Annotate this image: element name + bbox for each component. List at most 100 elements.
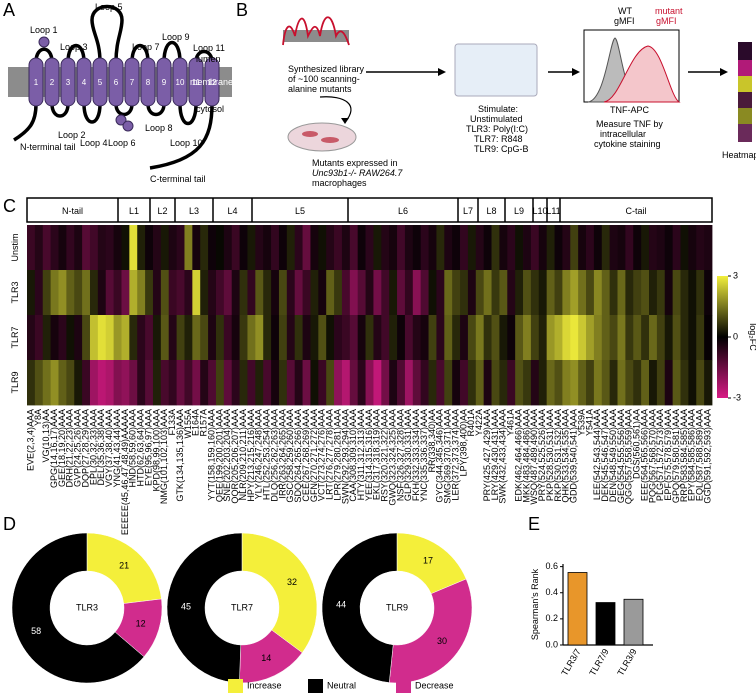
heatmap-cell (578, 360, 587, 406)
column-label: E164A (191, 409, 201, 436)
heatmap-cell (341, 315, 351, 361)
heatmap-cell (184, 270, 193, 316)
heatmap-cell (89, 360, 99, 406)
protein-icon (282, 16, 350, 46)
y-tick-label: 0.4 (545, 587, 558, 597)
heatmap-cell (641, 315, 650, 361)
mutant-histogram (603, 45, 681, 103)
heatmap-cell (475, 270, 485, 316)
heatmap-cell (412, 270, 422, 316)
heatmap-cell (436, 270, 445, 316)
heatmap-cell (113, 270, 122, 316)
wt-label: gMFI (614, 16, 635, 26)
heatmap-cell (208, 270, 217, 316)
heatmap-cell (50, 225, 59, 271)
heatmap-cell (97, 360, 107, 406)
heatmap-cell (152, 225, 162, 271)
heatmap-cell (452, 225, 461, 271)
loop-label: Loop 6 (108, 138, 136, 148)
column-label: PKP(528,530,531)AAA (545, 409, 555, 501)
region-label: L4 (227, 206, 237, 216)
helix-label: 11 (192, 78, 201, 87)
heatmap-cell (523, 270, 532, 316)
column-label: QGG(557,558,559)AAA (624, 409, 634, 504)
column-label: EKL(317,318,319)AAA (372, 409, 382, 500)
heatmap-cell (404, 315, 414, 361)
heatmap-cell (247, 360, 256, 406)
donut-slice (86, 532, 162, 604)
heatmap-icon (738, 108, 752, 124)
heatmap-cell (609, 360, 618, 406)
heatmap-cell (499, 270, 508, 316)
heatmap-cell (397, 360, 406, 406)
legend-swatch (396, 679, 411, 693)
heatmap-cell (231, 225, 240, 271)
donut-slice (166, 532, 243, 684)
axis-label: TNF-APC (610, 105, 649, 115)
helix-label: 8 (146, 78, 151, 87)
heatmap-cell (318, 360, 327, 406)
heatmap-cell (50, 270, 59, 316)
heatmap-cell (483, 225, 492, 271)
column-label: W155A (183, 409, 193, 439)
compartment-label: lumen (196, 54, 221, 64)
column-label: NLR(209,210,211)AAA (238, 409, 248, 500)
heatmap-cell (160, 270, 170, 316)
heatmap-cell (664, 225, 674, 271)
donut-title: TLR9 (386, 602, 408, 612)
column-label: LEE(542,543,544)AAA (592, 409, 602, 500)
heatmap-cell (294, 360, 303, 406)
heatmap-cell (66, 315, 75, 361)
panel-letter: B (236, 0, 248, 20)
heatmap-cell (483, 360, 492, 406)
slice-label: 12 (136, 619, 146, 629)
heatmap-cell (176, 360, 185, 406)
heatmap-cell (231, 270, 240, 316)
heatmap-cell (428, 225, 437, 271)
legend-label: Neutral (327, 680, 356, 690)
column-label: GVP(24,25,26)AAA (73, 409, 83, 487)
bar (567, 572, 588, 646)
heatmap-cell (601, 315, 611, 361)
row-label: TLR3 (10, 281, 20, 303)
heatmap-cell (176, 315, 185, 361)
heatmap-cell (160, 360, 170, 406)
heatmap-cell (467, 270, 477, 316)
donut-slice (241, 532, 318, 654)
column-label: YEE(314,315,316)AAA (364, 409, 374, 501)
heatmap-cell (357, 360, 366, 406)
heatmap-cell (436, 360, 445, 406)
column-label: YLY(246,247,248)AAA (254, 409, 264, 499)
bar (623, 598, 644, 646)
heatmap-cell (499, 360, 508, 406)
heatmap-cell (215, 225, 225, 271)
heatmap-cell (215, 360, 225, 406)
column-label: GSC(258,259,260)AAA (285, 409, 295, 503)
heatmap-cell (318, 225, 327, 271)
heatmap-cell (239, 225, 248, 271)
loop-label: Loop 11 (193, 43, 225, 53)
heatmap-cell (145, 315, 154, 361)
x-tick-label: TLR3/7 (559, 647, 582, 678)
arrow (319, 96, 352, 123)
column-label: LRY(429,430,431)AAA (490, 409, 500, 500)
heatmap-cell (42, 225, 52, 271)
heatmap-cell (129, 270, 138, 316)
region-label: C-tail (625, 206, 646, 216)
bar (595, 602, 616, 646)
heatmap-cell (515, 360, 524, 406)
heatmap-cell (672, 270, 681, 316)
heatmap-cell (617, 225, 626, 271)
helix (156, 57, 172, 107)
column-label: KPD(98,99,100)AAA (151, 409, 161, 492)
caption: TLR3: Poly(I:C) (466, 124, 528, 134)
heatmap-cell (389, 270, 398, 316)
heatmap-cell (82, 270, 91, 316)
caption: Stimulate: (478, 104, 518, 114)
heatmap-cell (27, 360, 36, 406)
heatmap-cell (89, 225, 99, 271)
heatmap-cell (294, 315, 303, 361)
heatmap-cell (436, 315, 445, 361)
plate-icon (454, 43, 538, 97)
heatmap-cell (389, 315, 398, 361)
